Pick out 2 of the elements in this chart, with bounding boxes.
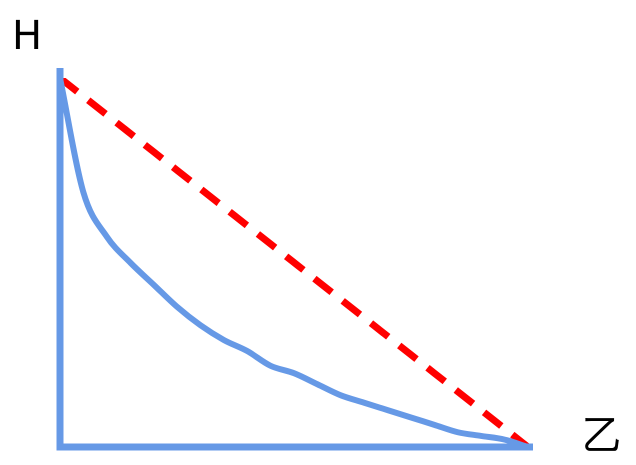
x-axis-title: 乙 — [583, 413, 623, 459]
y-axis-title: H — [12, 13, 42, 59]
